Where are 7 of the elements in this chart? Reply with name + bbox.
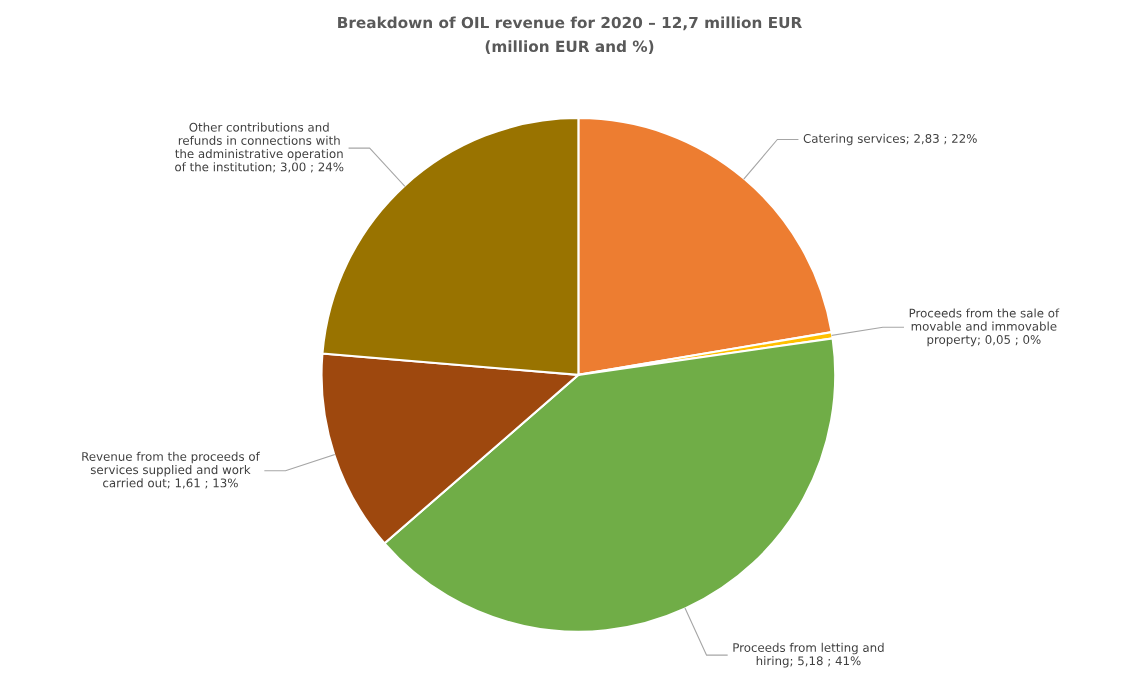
slice-label: Other contributions and refunds in connections with the administrative operation of the institution; 3,00 ; 24% <box>175 122 344 173</box>
slice-label: Proceeds from the sale of movable and immovable property; 0,05 ; 0% <box>909 308 1060 347</box>
chart-subtitle: (million EUR and %) <box>485 40 654 54</box>
slice-label: Revenue from the proceeds of services supplied and work carried out; 1,61 ; 13% <box>82 451 260 489</box>
chart-title: Breakdown of OIL revenue for 2020 – 12,7 million EUR <box>338 16 802 31</box>
slice-label: Catering services; 2,83 ; 22% <box>803 133 977 146</box>
slice-label: Proceeds from letting and hiring; 5,18 ; 41% <box>733 642 884 668</box>
